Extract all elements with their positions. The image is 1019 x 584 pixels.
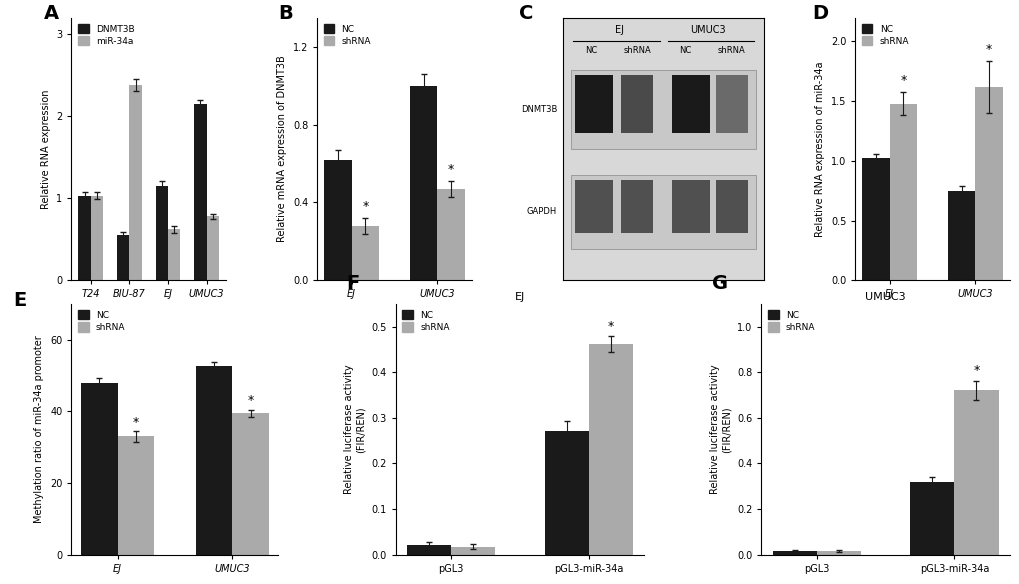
Text: GAPDH: GAPDH: [526, 207, 556, 217]
Legend: NC, shRNA: NC, shRNA: [75, 308, 127, 334]
Y-axis label: Methylation ratio of miR-34a promoter: Methylation ratio of miR-34a promoter: [35, 335, 45, 523]
Legend: DNMT3B, miR-34a: DNMT3B, miR-34a: [75, 22, 137, 48]
Bar: [715, 75, 747, 133]
Bar: [129, 85, 142, 280]
Y-axis label: Relative RNA expression: Relative RNA expression: [41, 89, 51, 208]
Text: NC: NC: [585, 47, 597, 55]
Text: *: *: [362, 200, 368, 213]
Text: *: *: [985, 43, 991, 57]
Bar: [352, 226, 379, 280]
Bar: [156, 186, 168, 280]
Text: *: *: [972, 364, 978, 377]
Bar: [816, 551, 860, 555]
Text: DNMT3B: DNMT3B: [520, 105, 556, 114]
Y-axis label: Relative mRNA expression of DNMT3B: Relative mRNA expression of DNMT3B: [277, 55, 287, 242]
Legend: NC, shRNA: NC, shRNA: [321, 22, 373, 48]
Bar: [194, 104, 206, 280]
Bar: [772, 551, 816, 555]
Bar: [671, 75, 709, 133]
Text: shRNA: shRNA: [717, 47, 745, 55]
Text: *: *: [607, 320, 613, 333]
Bar: [407, 545, 450, 555]
Legend: NC, shRNA: NC, shRNA: [765, 308, 816, 334]
Bar: [324, 159, 352, 280]
Bar: [91, 196, 103, 280]
Bar: [81, 383, 117, 555]
Bar: [621, 75, 653, 133]
Text: shRNA: shRNA: [623, 47, 651, 55]
Bar: [575, 75, 612, 133]
Text: D: D: [811, 5, 827, 23]
Bar: [117, 235, 129, 280]
Bar: [621, 180, 653, 233]
Legend: NC, shRNA: NC, shRNA: [399, 308, 451, 334]
Bar: [861, 158, 889, 280]
Text: E: E: [13, 291, 26, 310]
Bar: [974, 87, 1002, 280]
Bar: [450, 547, 494, 555]
Text: EJ: EJ: [614, 26, 624, 36]
Title: UMUC3: UMUC3: [864, 291, 905, 301]
Bar: [117, 436, 154, 555]
Y-axis label: Relative luciferase activity
(FIR/REN): Relative luciferase activity (FIR/REN): [709, 364, 731, 494]
Y-axis label: Relative RNA expression of miR-34a: Relative RNA expression of miR-34a: [814, 61, 824, 237]
Bar: [588, 344, 632, 555]
Bar: [168, 230, 180, 280]
Bar: [78, 196, 91, 280]
Bar: [947, 191, 974, 280]
Text: C: C: [519, 5, 533, 23]
Text: *: *: [900, 74, 906, 88]
Bar: [889, 103, 916, 280]
Text: *: *: [248, 394, 254, 407]
Text: F: F: [345, 273, 359, 293]
Bar: [575, 180, 612, 233]
Text: A: A: [44, 5, 59, 23]
Bar: [544, 430, 588, 555]
Bar: [437, 189, 465, 280]
Text: NC: NC: [679, 47, 691, 55]
Bar: [232, 413, 269, 555]
Text: G: G: [711, 273, 728, 293]
Bar: [196, 367, 232, 555]
Text: B: B: [278, 5, 293, 23]
Title: EJ: EJ: [515, 291, 525, 301]
Text: *: *: [447, 164, 453, 176]
Legend: NC, shRNA: NC, shRNA: [859, 22, 910, 48]
Bar: [954, 391, 998, 555]
Text: UMUC3: UMUC3: [689, 26, 725, 36]
Bar: [715, 180, 747, 233]
Bar: [206, 216, 219, 280]
Bar: [571, 175, 755, 249]
Bar: [671, 180, 709, 233]
Bar: [410, 86, 437, 280]
Text: *: *: [132, 416, 139, 429]
Y-axis label: Relative luciferase activity
(FIR/REN): Relative luciferase activity (FIR/REN): [343, 364, 366, 494]
Bar: [910, 482, 954, 555]
Bar: [571, 70, 755, 149]
